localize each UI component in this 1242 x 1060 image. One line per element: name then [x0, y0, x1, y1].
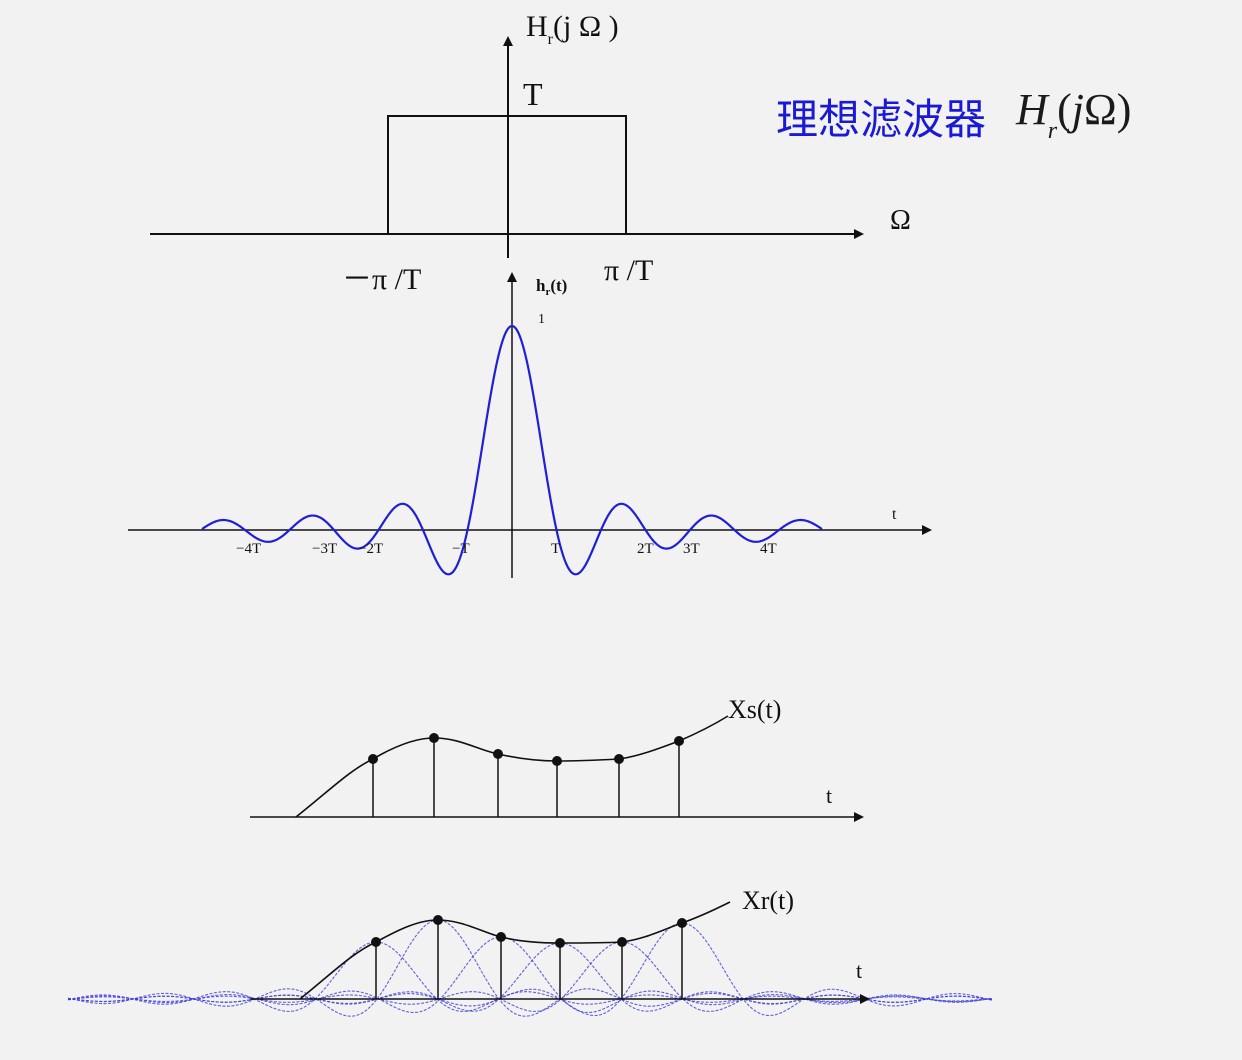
- recon-point: [371, 937, 381, 947]
- freq-x-axis-label: Ω: [890, 205, 911, 236]
- sample-point: [552, 756, 562, 766]
- neg-cutoff-label: －π /T: [342, 263, 422, 296]
- formula-j: j: [1071, 85, 1085, 134]
- recon-point: [496, 932, 506, 942]
- reconstruction-plot: [67, 901, 993, 1017]
- impulse-ylabel-main: h: [536, 276, 546, 295]
- sampled-signal-plot: [250, 715, 864, 822]
- formula-h: H: [1016, 85, 1048, 134]
- freq-response-plot: [150, 36, 864, 258]
- sample-point: [674, 736, 684, 746]
- impulse-x-axis-label: t: [892, 506, 897, 523]
- pulse-height-label: T: [523, 76, 543, 112]
- formula-close: ): [1116, 85, 1132, 134]
- impulse-ylabel-rest: (t): [550, 276, 568, 295]
- sample-point: [493, 749, 503, 759]
- recon-point: [617, 937, 627, 947]
- sinc-curve: [201, 324, 823, 576]
- title-formula: Hr(jΩ): [1016, 84, 1132, 144]
- tick-label: 2T: [637, 541, 654, 557]
- tick-label: −2T: [358, 541, 384, 557]
- recon-curve-label: Xr(t): [742, 886, 794, 915]
- tick-label: 3T: [683, 541, 700, 557]
- sample-point: [429, 733, 439, 743]
- peak-value-label: 1: [538, 312, 545, 327]
- interpolation-sinc: [67, 936, 993, 1014]
- recon-point: [677, 918, 687, 928]
- recon-point: [433, 915, 443, 925]
- recon-x-axis-label: t: [856, 958, 863, 983]
- title-text: 理想滤波器: [776, 95, 987, 144]
- tick-label: T: [551, 541, 561, 557]
- tick-label: −3T: [312, 541, 338, 557]
- formula-sub: r: [1047, 118, 1058, 144]
- tick-label: 4T: [760, 541, 777, 557]
- sample-stems: [372, 738, 680, 817]
- interpolation-sinc: [67, 941, 993, 1012]
- freq-ylabel-sub: r: [547, 31, 553, 48]
- recon-stems: [375, 920, 683, 999]
- recon-dots: [371, 915, 687, 948]
- sampled-curve-label: Xs(t): [728, 695, 782, 724]
- sample-dots: [368, 733, 684, 766]
- interpolation-sinc: [67, 922, 993, 1017]
- pos-cutoff-label: π /T: [604, 254, 654, 287]
- freq-rect-pulse: [387, 115, 627, 234]
- tick-label: −4T: [236, 541, 262, 557]
- impulse-y-axis-label: hr(t): [536, 276, 568, 298]
- recon-envelope-curve: [299, 901, 731, 1000]
- freq-ylabel-main: H: [526, 10, 548, 43]
- freq-ylabel-rest: (j Ω ): [553, 10, 619, 43]
- interpolation-sinc-curves: [67, 919, 993, 1017]
- sample-point: [614, 754, 624, 764]
- impulse-ylabel-sub: r: [545, 286, 551, 298]
- interpolation-sinc: [67, 941, 993, 1012]
- impulse-response-plot: [128, 272, 932, 578]
- freq-y-axis-label: Hr(j Ω ): [526, 10, 619, 48]
- formula-omega: Ω: [1084, 85, 1117, 134]
- slide-title: 理想滤波器: [776, 86, 986, 147]
- formula-open: (: [1057, 85, 1072, 134]
- sampled-x-axis-label: t: [826, 783, 833, 808]
- sampled-envelope-curve: [295, 715, 729, 818]
- recon-point: [555, 938, 565, 948]
- sample-point: [368, 754, 378, 764]
- tick-label: −T: [452, 541, 470, 557]
